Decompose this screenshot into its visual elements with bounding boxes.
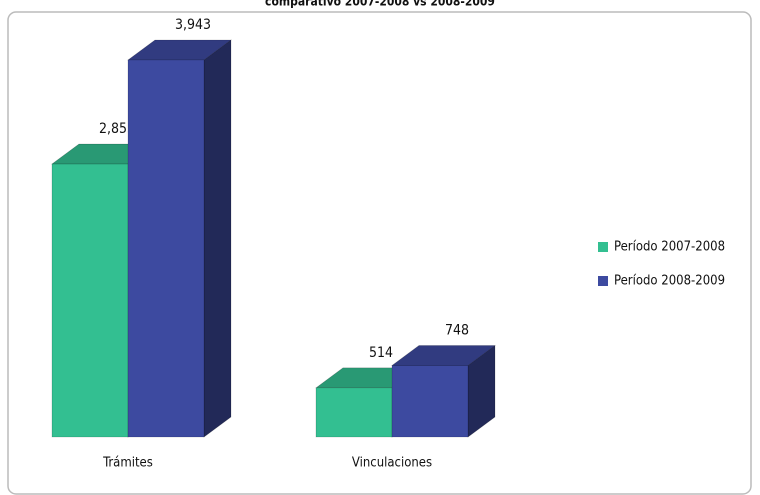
bar-front bbox=[315, 387, 393, 438]
bar bbox=[391, 344, 496, 438]
bar-side bbox=[203, 39, 232, 438]
bar-front bbox=[391, 365, 469, 438]
x-tick-label: Trámites bbox=[102, 456, 153, 471]
data-label: 2,855 bbox=[99, 121, 135, 137]
bar bbox=[127, 39, 232, 438]
bar-front bbox=[127, 59, 205, 438]
x-tick-label: Vinculaciones bbox=[352, 456, 432, 471]
data-label: 3,943 bbox=[175, 17, 211, 33]
data-label: 514 bbox=[369, 345, 393, 361]
legend-label: Período 2008-2009 bbox=[614, 274, 725, 289]
legend-label: Período 2007-2008 bbox=[614, 240, 725, 255]
data-label: 748 bbox=[445, 322, 469, 338]
bar-front bbox=[51, 163, 129, 438]
legend-swatch bbox=[598, 276, 608, 286]
legend-swatch bbox=[598, 242, 608, 252]
chart-title: comparativo 2007-2008 vs 2008-2009 bbox=[265, 0, 495, 9]
